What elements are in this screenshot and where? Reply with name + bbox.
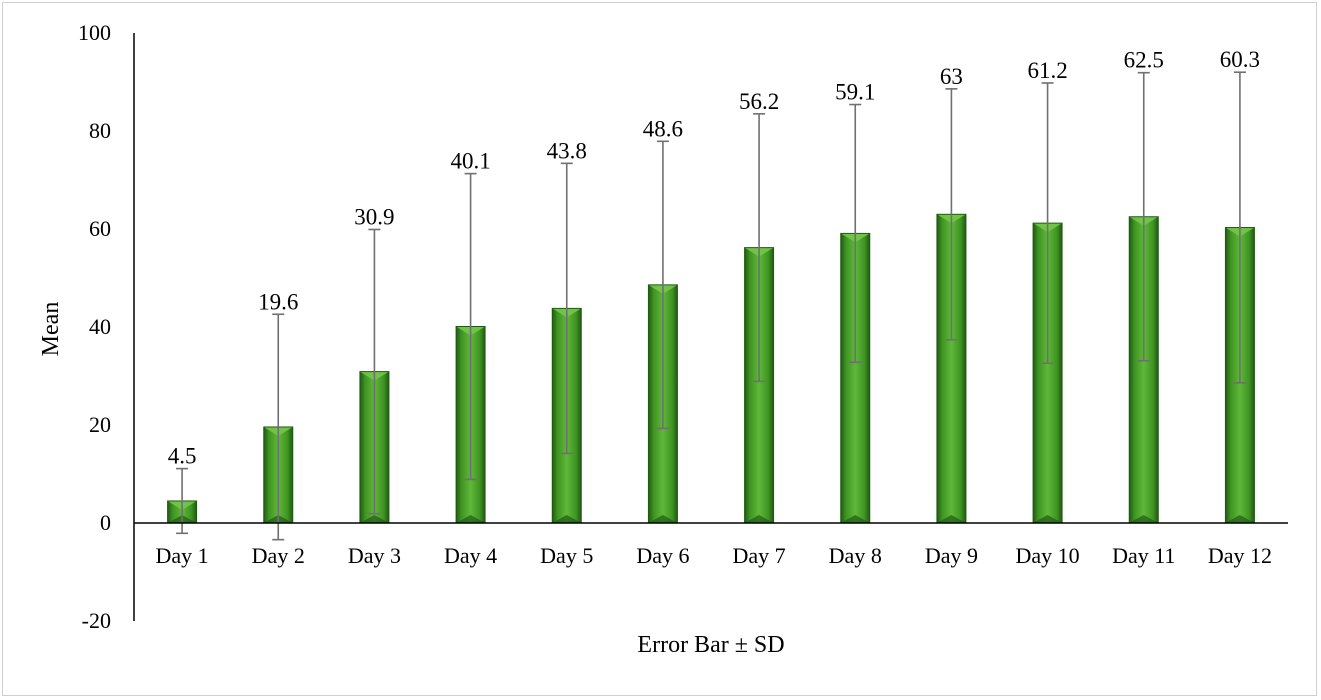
data-label: 59.1 [835,80,875,105]
bars [167,213,1255,524]
error-bar [1041,82,1054,365]
y-axis-title: Mean [38,302,64,357]
x-tick-label: Day 5 [540,543,593,568]
error-bar [464,172,477,481]
data-label: 19.6 [258,289,298,314]
data-label: 40.1 [450,149,490,174]
y-tick-label: 40 [89,314,111,339]
x-axis-title: Error Bar ± SD [637,632,784,658]
x-tick-label: Day 11 [1112,543,1175,568]
error-bar [560,162,573,455]
category-labels: Day 1 Day 2 Day 3 Day 4 Day 5 Day 6 Day 7 Day 8… [156,543,1272,568]
x-tick-label: Day 1 [156,543,209,568]
data-label: 63 [940,64,963,89]
y-tick-label: 20 [89,412,111,437]
y-tick-label: 0 [100,510,111,535]
error-bars [176,71,1246,541]
error-bar [945,88,958,341]
y-tick-label: 80 [89,118,111,143]
data-label: 61.2 [1027,58,1067,83]
data-label: 56.2 [739,89,779,114]
error-bar [272,313,285,541]
x-tick-label: Day 3 [348,543,401,568]
error-bar [849,103,862,364]
error-bar [368,228,381,515]
x-tick-label: Day 9 [925,543,978,568]
error-bar [1233,71,1246,384]
data-label: 43.8 [547,138,587,163]
data-label: 60.3 [1220,47,1260,72]
y-axis-ticks: -20 0 20 40 60 80 100 [78,20,111,633]
data-label: 62.5 [1124,48,1164,73]
x-tick-label: Day 12 [1208,543,1272,568]
y-tick-label: 60 [89,216,111,241]
x-tick-label: Day 8 [829,543,882,568]
data-label: 30.9 [354,204,394,229]
axes [133,33,1288,621]
error-bar [656,140,669,430]
data-label: 48.6 [643,116,683,141]
x-tick-label: Day 10 [1016,543,1080,568]
y-tick-label: 100 [78,20,111,45]
data-label: 4.5 [168,444,197,469]
x-tick-label: Day 2 [252,543,305,568]
x-tick-label: Day 4 [444,543,497,568]
data-labels: 4.5 19.6 30.9 40.1 43.8 48.6 56.2 59.1 63 61.2 62.… [168,47,1260,468]
y-tick-label: -20 [82,608,111,633]
error-bar [1137,71,1150,362]
x-tick-label: Day 7 [733,543,786,568]
error-bar [753,113,766,383]
x-tick-label: Day 6 [636,543,689,568]
